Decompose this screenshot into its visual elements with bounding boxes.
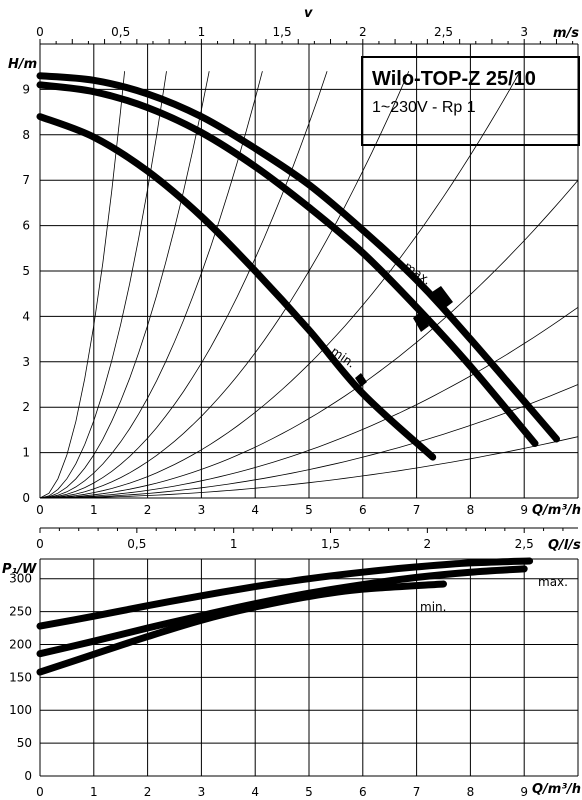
head-y-tick-label: 1 [22, 446, 30, 460]
power-y-tick-label: 150 [9, 670, 32, 684]
flow-ls-axis-label: Q/l/s [548, 538, 581, 553]
power-y-tick-label: 100 [9, 703, 32, 717]
system-curve [39, 179, 579, 499]
head-grid [39, 39, 579, 499]
min-curve-marker [355, 373, 367, 387]
head-y-tick-label: 5 [22, 264, 30, 278]
velocity-tick-label: 2 [359, 25, 367, 39]
head-x-tick-label: 3 [198, 503, 206, 517]
system-curve [39, 71, 167, 499]
power-min-annotation: min. [420, 600, 446, 614]
flow-ls-tick-label: 2 [424, 537, 432, 551]
head-system-curves [39, 71, 579, 499]
head-x-tick-label: 7 [413, 503, 421, 517]
system-curve [40, 384, 579, 499]
head-y-tick-label: 3 [22, 355, 30, 369]
system-curve [39, 71, 410, 499]
max-curve-marker [432, 286, 453, 309]
power-max-annotation: max. [538, 575, 568, 589]
head-x-tick-label: 2 [144, 503, 152, 517]
head-curve-min [36, 113, 437, 461]
head-x-axis-label: Q/m³/h [532, 503, 581, 518]
head-series [36, 72, 560, 461]
head-y-tick-label: 9 [22, 82, 30, 96]
head-chart: 0 1 2 3 4 5 6 7 8 9 0 1 2 3 4 5 6 7 8 9 0 0,5 1 1,5 2 2,5 3 H/m Q/… [8, 6, 581, 518]
system-curve [39, 71, 125, 499]
system-curve [40, 436, 579, 499]
power-y-axis-label: P₁/W [2, 562, 37, 577]
head-curve-max [36, 72, 560, 443]
power-tick-labels: 0 1 2 3 4 5 6 7 8 9 0 50 100 150 200 250 300 0 0,5 1 1,5 2 2,5 [9, 537, 534, 799]
system-curve [39, 71, 521, 499]
power-series [36, 557, 534, 676]
power-y-tick-label: 50 [17, 736, 32, 750]
velocity-axis-label: v [304, 6, 313, 21]
head-x-tick-label: 9 [520, 503, 528, 517]
power-y-tick-label: 0 [24, 769, 32, 783]
chart-subtitle: 1~230V - Rp 1 [372, 99, 476, 116]
head-x-tick-label: 8 [467, 503, 475, 517]
power-y-tick-label: 200 [9, 637, 32, 651]
power-curve-max [36, 557, 534, 630]
power-y-tick-label: 300 [9, 572, 32, 586]
velocity-tick-label: 2,5 [434, 25, 453, 39]
power-x-tick-label: 8 [467, 785, 475, 799]
velocity-tick-label: 3 [520, 25, 528, 39]
flow-ls-tick-label: 1,5 [321, 537, 340, 551]
head-y-axis-label: H/m [8, 57, 37, 72]
velocity-tick-label: 1,5 [273, 25, 292, 39]
head-tick-labels: 0 1 2 3 4 5 6 7 8 9 0 1 2 3 4 5 6 7 8 9 0 0,5 1 1,5 2 2,5 3 [22, 25, 528, 517]
head-y-tick-label: 0 [22, 491, 30, 505]
head-y-tick-label: 4 [22, 309, 30, 323]
power-x-tick-label: 0 [36, 785, 44, 799]
head-y-tick-label: 2 [22, 400, 30, 414]
head-y-tick-label: 7 [22, 173, 30, 187]
head-x-tick-label: 4 [251, 503, 259, 517]
flow-ls-tick-label: 2,5 [515, 537, 534, 551]
system-curve [39, 306, 579, 499]
power-chart: 0 1 2 3 4 5 6 7 8 9 0 50 100 150 200 250 300 0 0,5 1 1,5 2 2,5… [2, 527, 581, 799]
head-x-tick-label: 1 [90, 503, 98, 517]
power-x-tick-label: 2 [144, 785, 152, 799]
flow-ls-tick-label: 1 [230, 537, 238, 551]
velocity-tick-label: 0,5 [111, 25, 130, 39]
head-curve-mid [36, 81, 539, 447]
system-curve [39, 71, 328, 499]
velocity-tick-label: 1 [198, 25, 206, 39]
velocity-axis-unit: m/s [553, 26, 579, 41]
head-x-tick-label: 6 [359, 503, 367, 517]
head-x-tick-label: 5 [305, 503, 313, 517]
velocity-tick-label: 0 [36, 25, 44, 39]
system-curve [39, 71, 263, 499]
power-x-tick-label: 4 [251, 785, 259, 799]
chart-title: Wilo-TOP-Z 25/10 [372, 68, 536, 90]
power-x-axis-label: Q/m³/h [532, 782, 581, 797]
flow-ls-tick-label: 0 [36, 537, 44, 551]
power-y-tick-label: 250 [9, 605, 32, 619]
power-x-tick-label: 6 [359, 785, 367, 799]
power-x-tick-label: 9 [520, 785, 528, 799]
power-x-tick-label: 5 [305, 785, 313, 799]
head-y-tick-label: 8 [22, 128, 30, 142]
curve-markers [355, 286, 453, 387]
mid-curve-marker [413, 312, 429, 332]
head-x-tick-label: 0 [36, 503, 44, 517]
flow-ls-tick-label: 0,5 [127, 537, 146, 551]
power-curve-min [36, 580, 447, 676]
head-y-tick-label: 6 [22, 219, 30, 233]
power-x-tick-label: 7 [413, 785, 421, 799]
power-x-tick-label: 3 [198, 785, 206, 799]
power-x-tick-label: 1 [90, 785, 98, 799]
